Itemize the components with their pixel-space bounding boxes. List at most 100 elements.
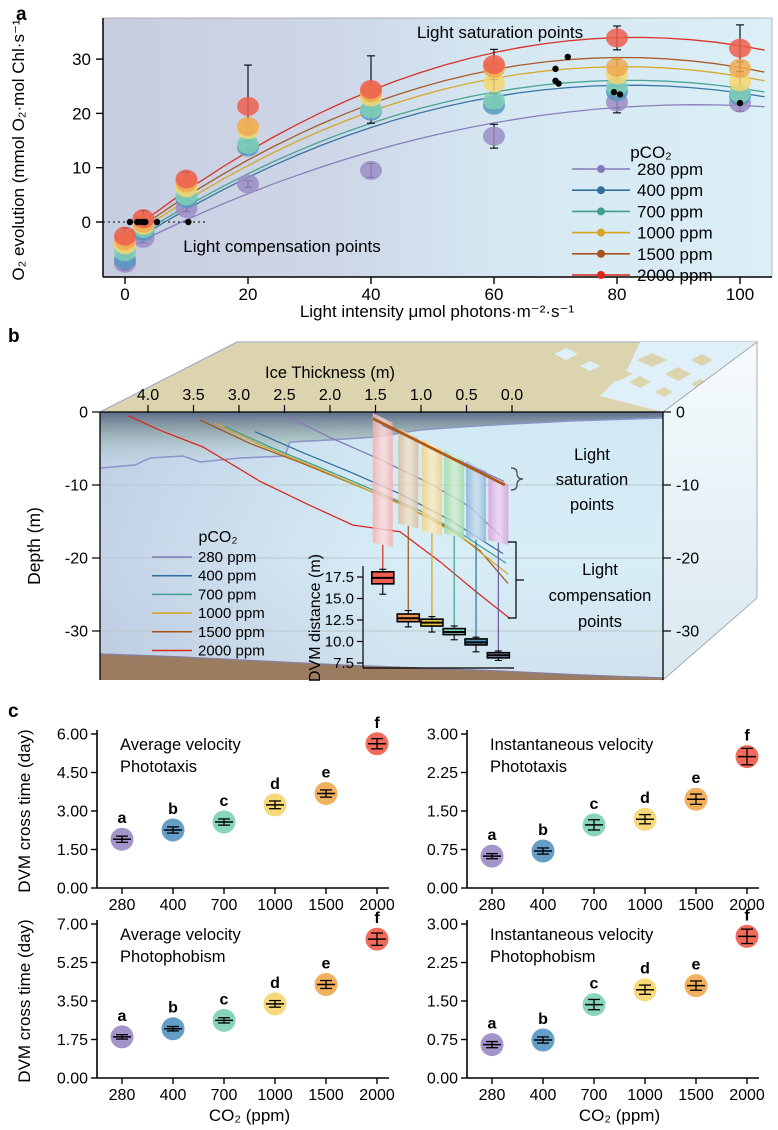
light-saturation-dot [564,53,571,61]
ice-tick-label: 3.5 [182,387,204,404]
y-axis-title: DVM cross time (day) [15,729,34,892]
x-tick-label: 1000 [627,1087,663,1104]
legend-label: 280 ppm [198,549,256,566]
marker-280 ppm [237,174,259,194]
subplot-title: Phototaxis [120,758,197,776]
y-tick-label: 1.50 [427,804,458,821]
legend-marker-dot [597,207,605,216]
y-tick-label: 4.50 [57,765,88,782]
legend-label: 2000 ppm [637,266,713,285]
dvm-band-700 ppm [444,450,465,539]
depth-axis-title: Depth (m) [24,507,44,585]
inset-y-tick-label: 17.5 [325,569,354,586]
legend-label: 280 ppm [637,160,703,179]
significance-letter: b [168,801,178,818]
x-tick-label: 2000 [359,897,395,914]
marker-1500 ppm [606,57,628,77]
x-tick-label: 700 [211,1087,238,1104]
plot-area [102,17,773,278]
legend-marker-dot [597,249,605,258]
significance-letter: c [220,793,229,810]
ice-tick-label: 0.0 [501,387,523,404]
inset-y-tick-label: 15.0 [325,591,354,608]
subplot-avg_velocity_phototaxis: 0.00 1.50 3.00 4.50 6.00 280 400 700 1000 1500 200… [15,715,395,914]
subplot-inst_velocity_photophobism: 0.00 0.75 1.50 2.25 3.00 280 400 700 1000 1500 200… [427,907,765,1125]
light-compensation-dot [142,218,149,226]
significance-letter: c [590,796,599,813]
x-tick-label: 1500 [308,1087,344,1104]
x-tick-label: 400 [530,897,557,914]
inset-y-tick-label: 10.0 [325,634,354,651]
significance-letter: e [692,957,701,974]
y-tick-label: 7.00 [57,917,88,934]
legend-label: 400 ppm [198,568,256,585]
light-compensation-dot [126,218,134,226]
x-tick-label: 1000 [257,897,293,914]
saturation-points-label: Light [574,446,610,464]
y-tick-label: 3.00 [427,917,458,934]
ice-tick-label: 1.5 [364,387,386,404]
compensation-curve-2000 ppm [127,415,511,620]
subplot-title: Average velocity [120,926,242,944]
significance-letter: b [538,1011,548,1028]
sediment-top-line [99,653,664,679]
x-tick-label: 700 [581,897,608,914]
light-saturation-dot [555,80,562,87]
dvm-band-280 ppm [488,474,509,546]
panel-b-label: b [8,326,20,347]
ice-floe [637,353,667,367]
marker-2000 ppm [237,96,259,116]
legend-marker-dot [597,228,605,237]
significance-letter: a [488,1016,497,1033]
y-tick-label: 3.00 [427,727,458,744]
saturation-brace [510,467,524,491]
ice-floe [629,376,651,388]
y-tick-label: 0.00 [57,881,88,898]
dvm-band-1500 ppm [398,428,419,529]
light-saturation-dot [552,65,559,73]
x-tick-label: 280 [479,1087,506,1104]
y-tick-label: 6.00 [57,727,88,744]
inset-y-axis-title: DVM distance (m) [307,554,324,682]
marker-1500 ppm [729,58,751,78]
y-tick-label: 0.75 [427,1032,458,1049]
marker-2000 ppm [114,226,136,246]
ice-tick-label: 0.5 [455,387,477,404]
left-depth-tick-label: -30 [65,624,88,641]
ice-floe [603,367,633,381]
subplot-title: Photophobism [120,948,226,966]
legend-label: 1500 ppm [637,245,713,264]
significance-letter: a [118,810,127,827]
significance-letter: c [590,976,599,993]
saturation-points-label: saturation [556,471,628,489]
left-depth-tick-label: 0 [79,405,88,422]
ice-floe [655,387,673,397]
y-tick-label: 5.25 [57,955,88,972]
legend-label: 2000 ppm [198,643,265,660]
saturation-line-1500 [372,417,506,487]
ice-tick-label: 2.5 [273,387,295,404]
significance-letter: d [270,776,280,793]
significance-letter: f [374,910,380,927]
subplot-title: Phototaxis [490,758,567,776]
ice-floe [665,367,691,381]
subplot-title: Average velocity [120,736,242,754]
fit-curve-2000 ppm [124,36,765,237]
ice-crack [580,361,600,371]
y-tick-label: 1.75 [57,1032,88,1049]
left-depth-tick-label: -20 [65,551,88,568]
subplot-inst_velocity_phototaxis: 0.00 0.75 1.50 2.25 3.00 280 400 700 1000 1500 200… [427,727,765,915]
y-tick-label: 0.00 [57,1071,88,1088]
dvm-band-400 ppm [466,461,487,543]
dvm-band-1000 ppm [421,439,442,536]
significance-letter: f [744,907,750,924]
ice-tick-label: 1.0 [410,387,432,404]
y-tick-label: 3.50 [57,994,88,1011]
x-tick-label: 60 [485,285,504,304]
panel-a-label: a [16,4,27,25]
compensation-points-label: points [578,613,622,631]
y-tick-label: 0.00 [427,1071,458,1088]
inset-y-tick-label: 12.5 [325,612,354,629]
significance-letter: f [744,728,750,745]
